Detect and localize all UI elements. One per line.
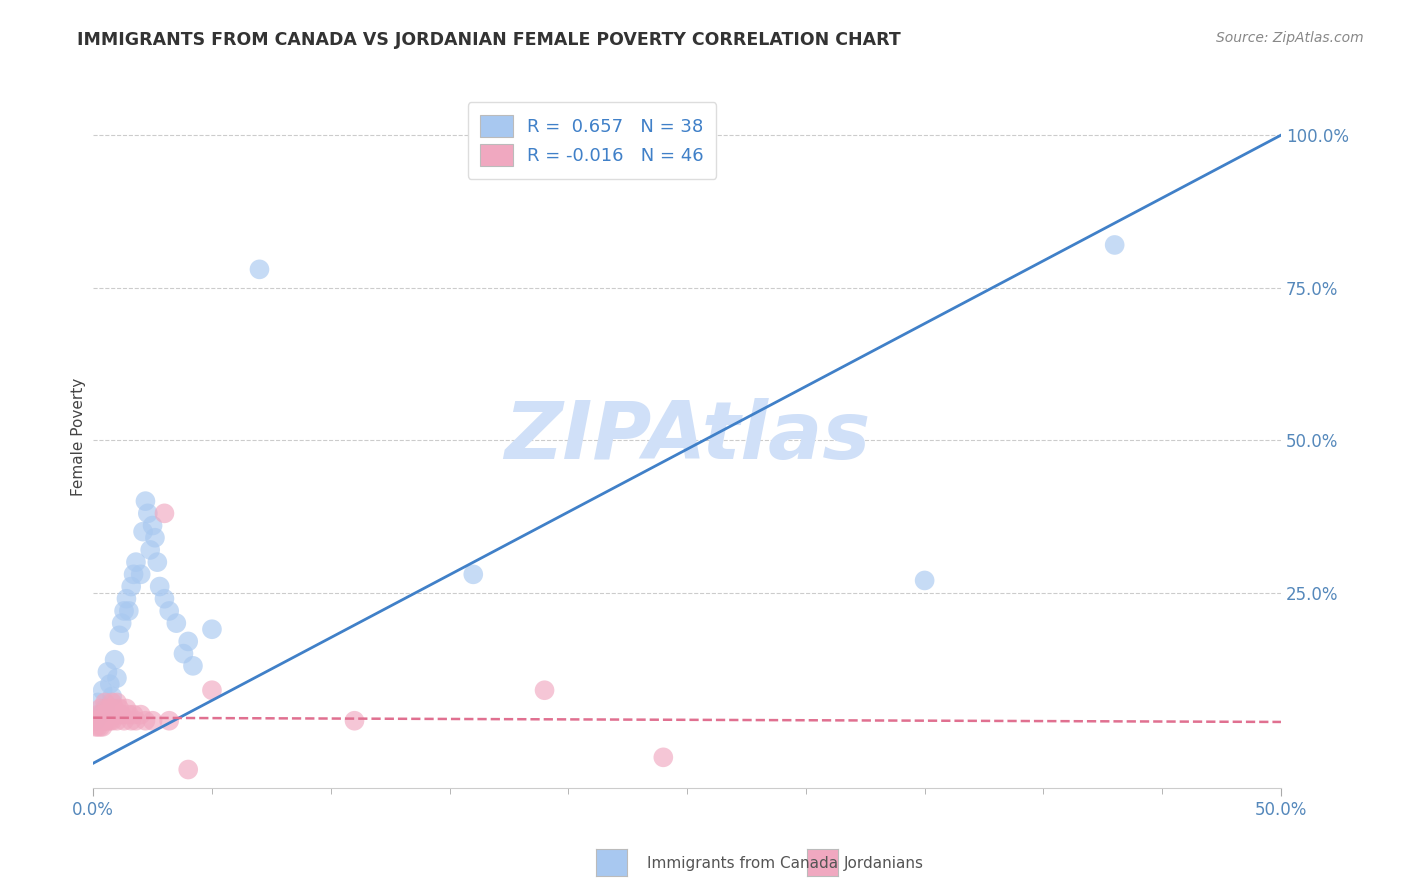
Point [108, 628, 131, 642]
Point [177, 763, 200, 777]
Point [89, 720, 111, 734]
Point [111, 707, 134, 722]
Point [122, 567, 145, 582]
Point [108, 701, 131, 715]
Point [177, 634, 200, 648]
Point [84, 720, 107, 734]
Point [120, 580, 142, 594]
Y-axis label: Female Poverty: Female Poverty [72, 378, 86, 496]
Text: Immigrants from Canada: Immigrants from Canada [647, 856, 838, 871]
Point [149, 580, 172, 594]
Point [136, 506, 159, 520]
Point [96, 701, 118, 715]
Point [89, 701, 111, 715]
Point [142, 714, 165, 728]
Point [91, 720, 114, 734]
Point [96, 707, 118, 722]
Text: ZIPAtlas: ZIPAtlas [503, 398, 870, 476]
Point [84, 714, 107, 728]
Point [343, 714, 366, 728]
Point [914, 574, 936, 588]
Point [157, 714, 180, 728]
Point [153, 506, 176, 520]
Point [87, 720, 110, 734]
Point [118, 707, 141, 722]
Point [103, 707, 125, 722]
Point [87, 695, 110, 709]
Point [94, 707, 117, 722]
Point [122, 707, 145, 722]
Point [91, 683, 114, 698]
Text: Jordanians: Jordanians [844, 856, 924, 871]
Point [115, 591, 138, 606]
Point [463, 567, 485, 582]
Point [101, 690, 124, 704]
Point [125, 555, 148, 569]
Point [101, 707, 124, 722]
Point [172, 647, 194, 661]
Point [98, 677, 121, 691]
Point [129, 707, 152, 722]
Point [105, 671, 128, 685]
Point [1104, 238, 1126, 252]
Point [91, 714, 114, 728]
Point [139, 543, 162, 558]
Point [142, 518, 165, 533]
Point [101, 714, 124, 728]
Point [91, 707, 114, 722]
Point [98, 701, 121, 715]
Point [249, 262, 271, 277]
Text: Source: ZipAtlas.com: Source: ZipAtlas.com [1216, 31, 1364, 45]
Point [115, 701, 138, 715]
Point [132, 524, 155, 539]
Point [165, 616, 187, 631]
Point [98, 714, 121, 728]
Point [181, 658, 204, 673]
Point [146, 555, 169, 569]
Legend: R =  0.657   N = 38, R = -0.016   N = 46: R = 0.657 N = 38, R = -0.016 N = 46 [468, 103, 717, 179]
Point [533, 683, 555, 698]
Point [105, 707, 128, 722]
Point [96, 665, 118, 679]
Point [89, 707, 111, 722]
Point [134, 494, 156, 508]
Point [94, 701, 117, 715]
Point [87, 707, 110, 722]
Point [101, 695, 124, 709]
Point [201, 622, 224, 636]
Point [103, 653, 125, 667]
Point [112, 604, 135, 618]
Point [120, 714, 142, 728]
Point [105, 695, 128, 709]
Point [98, 707, 121, 722]
Point [105, 714, 128, 728]
Point [94, 714, 117, 728]
Point [94, 695, 117, 709]
Point [89, 714, 111, 728]
Point [129, 567, 152, 582]
Point [96, 714, 118, 728]
Point [118, 604, 141, 618]
Point [201, 683, 224, 698]
Point [111, 616, 134, 631]
Point [134, 714, 156, 728]
Point [153, 591, 176, 606]
Point [652, 750, 675, 764]
Point [125, 714, 148, 728]
Point [84, 714, 107, 728]
Point [87, 714, 110, 728]
Point [112, 714, 135, 728]
Point [103, 701, 125, 715]
Point [143, 531, 166, 545]
Point [157, 604, 180, 618]
Text: IMMIGRANTS FROM CANADA VS JORDANIAN FEMALE POVERTY CORRELATION CHART: IMMIGRANTS FROM CANADA VS JORDANIAN FEMA… [77, 31, 901, 49]
